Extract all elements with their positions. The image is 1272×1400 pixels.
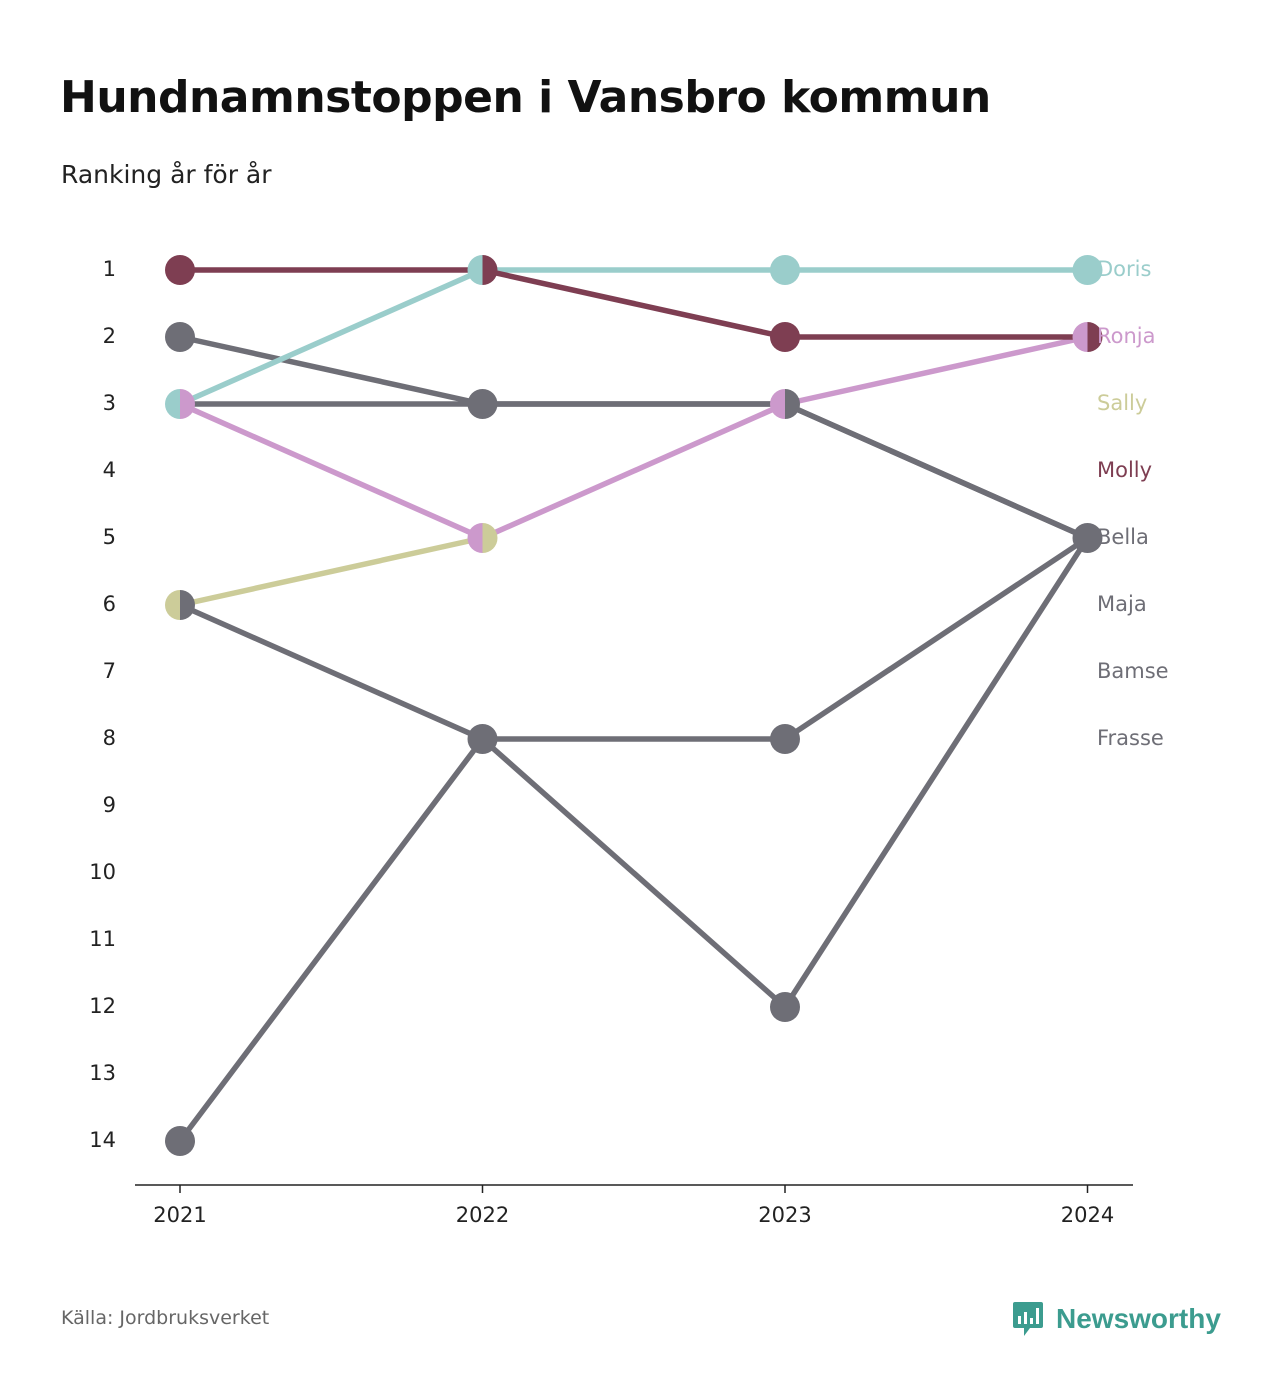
point-2021-maja	[165, 322, 195, 352]
point-marker	[770, 724, 800, 754]
series-line-bamse	[177, 535, 1091, 742]
series-line-molly	[177, 267, 1091, 340]
y-tick-11: 11	[89, 927, 116, 951]
point-2021-frasse	[165, 1126, 195, 1156]
point-2022-doris-molly	[467, 255, 498, 285]
brand-logo: Newsworthy	[1012, 1300, 1221, 1338]
point-marker-right	[180, 590, 195, 620]
point-2023-frasse	[770, 992, 800, 1022]
point-2022-bamse-frasse	[467, 724, 498, 754]
point-2021-molly	[165, 255, 195, 285]
y-tick-9: 9	[103, 793, 116, 817]
series-lines	[177, 267, 1091, 1144]
chart-subtitle: Ranking år för år	[61, 160, 272, 189]
point-2024-doris	[1072, 255, 1103, 285]
point-2023-doris	[770, 255, 800, 285]
point-2023-molly	[770, 322, 800, 352]
point-2022-bella-maja	[467, 389, 498, 419]
point-marker	[165, 255, 195, 285]
point-marker	[770, 255, 800, 285]
y-tick-14: 14	[89, 1128, 116, 1152]
brand-name: Newsworthy	[1056, 1303, 1221, 1334]
y-tick-12: 12	[89, 994, 116, 1018]
x-tick-2024: 2024	[1061, 1203, 1114, 1227]
point-marker-right	[180, 389, 195, 419]
x-tick-2022: 2022	[456, 1203, 509, 1227]
point-marker	[770, 992, 800, 1022]
newsworthy-logo-icon	[1013, 1302, 1043, 1336]
y-tick-2: 2	[103, 324, 116, 348]
series-line-ronja	[177, 334, 1091, 541]
x-axis: 2021 2022 2023 2024	[135, 1184, 1133, 1227]
series-points	[165, 255, 1103, 1156]
source-note: Källa: Jordbruksverket	[61, 1307, 270, 1329]
x-tick-2021: 2021	[153, 1203, 206, 1227]
point-marker-right	[1087, 322, 1103, 352]
y-tick-8: 8	[103, 726, 116, 750]
y-tick-3: 3	[103, 391, 116, 415]
y-tick-10: 10	[89, 860, 116, 884]
y-tick-4: 4	[103, 458, 116, 482]
series-label-frasse: Frasse	[1097, 726, 1164, 750]
chart-title: Hundnamnstoppen i Vansbro kommun	[60, 72, 991, 123]
point-marker-left	[770, 389, 785, 419]
point-marker-left	[165, 590, 180, 620]
point-marker-right	[785, 389, 800, 419]
y-tick-7: 7	[103, 659, 116, 683]
x-tick-2023: 2023	[758, 1203, 811, 1227]
point-2023-bamse	[770, 724, 800, 754]
point-marker-left	[467, 523, 483, 553]
series-label-doris: Doris	[1097, 257, 1151, 281]
point-2021-sally-bamse	[165, 590, 195, 620]
series-label-bamse: Bamse	[1097, 659, 1169, 683]
point-marker-right	[482, 523, 498, 553]
end-labels: Doris Ronja Sally Molly Bella Maja Bamse Frasse	[1097, 257, 1169, 750]
point-2022-ronja-sally	[467, 523, 498, 553]
series-label-maja: Maja	[1097, 592, 1147, 616]
point-marker	[1072, 255, 1103, 285]
series-line-maja	[177, 334, 1091, 541]
point-marker-left	[165, 389, 180, 419]
y-tick-5: 5	[103, 525, 116, 549]
point-marker	[770, 322, 800, 352]
series-line-sally	[177, 535, 486, 608]
point-marker	[165, 1126, 195, 1156]
point-2023-ronja-bella-maja	[770, 389, 800, 419]
point-marker	[467, 724, 498, 754]
series-label-ronja: Ronja	[1097, 324, 1156, 348]
y-tick-6: 6	[103, 592, 116, 616]
y-tick-13: 13	[89, 1061, 116, 1085]
series-label-bella: Bella	[1097, 525, 1149, 549]
point-marker-left	[467, 255, 483, 285]
point-marker	[1072, 523, 1103, 553]
point-2024-ronja-molly	[1072, 322, 1103, 352]
series-line-frasse	[177, 535, 1091, 1144]
series-label-molly: Molly	[1097, 458, 1152, 482]
point-marker	[165, 322, 195, 352]
point-2024-bella-maja-bamse-frasse	[1072, 523, 1103, 553]
point-marker-left	[1072, 322, 1088, 352]
series-label-sally: Sally	[1097, 391, 1147, 415]
point-marker-right	[482, 255, 498, 285]
point-2021-doris-ronja-bella	[165, 389, 195, 419]
point-marker	[467, 389, 498, 419]
series-line-doris	[177, 267, 1091, 407]
y-tick-1: 1	[103, 257, 116, 281]
